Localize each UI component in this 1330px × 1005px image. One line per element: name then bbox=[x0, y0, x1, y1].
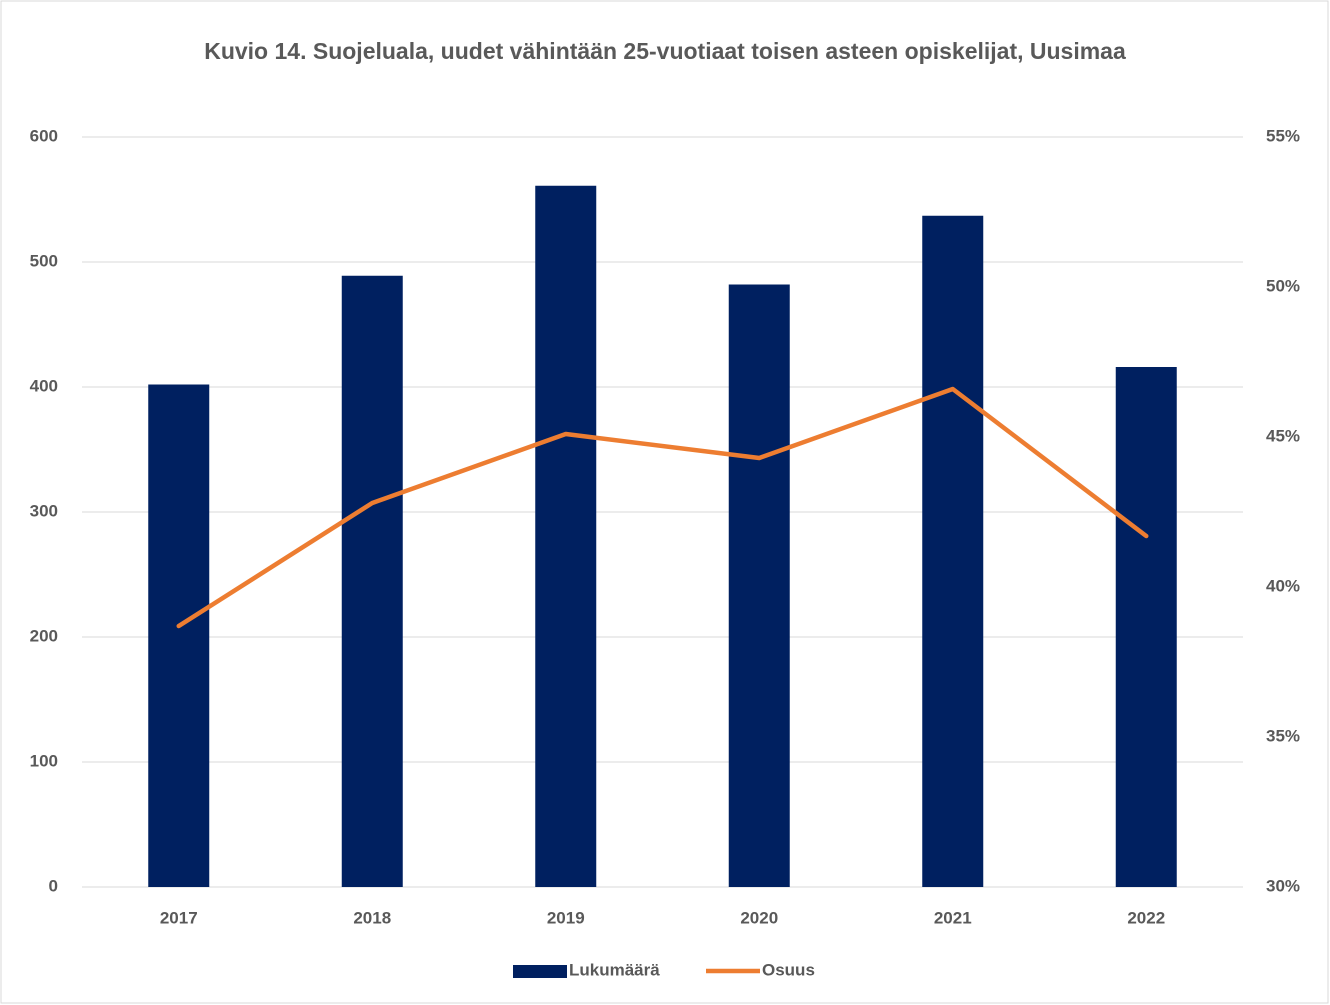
bar bbox=[1115, 367, 1177, 887]
x-tick-label: 2020 bbox=[740, 908, 778, 927]
bar bbox=[341, 275, 403, 887]
y-tick-label: 400 bbox=[30, 376, 58, 395]
y-tick-label: 200 bbox=[30, 626, 58, 645]
y-tick-label: 500 bbox=[30, 251, 58, 270]
x-tick-label: 2019 bbox=[547, 908, 585, 927]
bar bbox=[922, 215, 984, 887]
x-tick-label: 2017 bbox=[160, 908, 198, 927]
bar bbox=[728, 284, 790, 887]
legend-label: Osuus bbox=[762, 960, 815, 979]
chart-title: Kuvio 14. Suojeluala, uudet vähintään 25… bbox=[204, 38, 1126, 64]
y-tick-label: 100 bbox=[30, 751, 58, 770]
y2-tick-label: 45% bbox=[1266, 426, 1300, 445]
legend-label: Lukumäärä bbox=[569, 960, 660, 979]
legend-swatch bbox=[513, 965, 567, 978]
x-tick-label: 2022 bbox=[1127, 908, 1165, 927]
y2-tick-label: 35% bbox=[1266, 726, 1300, 745]
y2-tick-label: 50% bbox=[1266, 276, 1300, 295]
x-tick-label: 2021 bbox=[934, 908, 972, 927]
bar bbox=[148, 384, 210, 887]
y2-tick-label: 30% bbox=[1266, 876, 1300, 895]
y-tick-label: 300 bbox=[30, 501, 58, 520]
y2-tick-label: 55% bbox=[1266, 126, 1300, 145]
x-tick-label: 2018 bbox=[353, 908, 391, 927]
line bbox=[176, 386, 1149, 629]
y-tick-label: 600 bbox=[30, 126, 58, 145]
y-tick-label: 0 bbox=[49, 876, 58, 895]
y2-tick-label: 40% bbox=[1266, 576, 1300, 595]
bar bbox=[535, 185, 597, 887]
